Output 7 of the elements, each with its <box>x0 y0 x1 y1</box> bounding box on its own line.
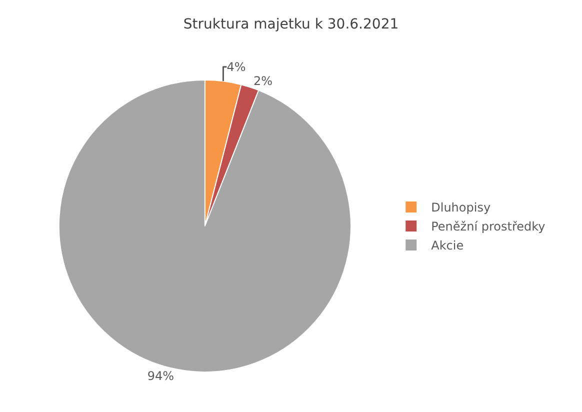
legend-label: Akcie <box>431 238 464 253</box>
data-label: 94% <box>147 369 174 384</box>
chart-title: Struktura majetku k 30.6.2021 <box>183 16 399 32</box>
legend-label: Peněžní prostředky <box>431 220 546 234</box>
data-label: 4% <box>226 60 246 74</box>
legend-label: Dluhopisy <box>431 200 491 215</box>
data-label: 2% <box>254 74 273 88</box>
